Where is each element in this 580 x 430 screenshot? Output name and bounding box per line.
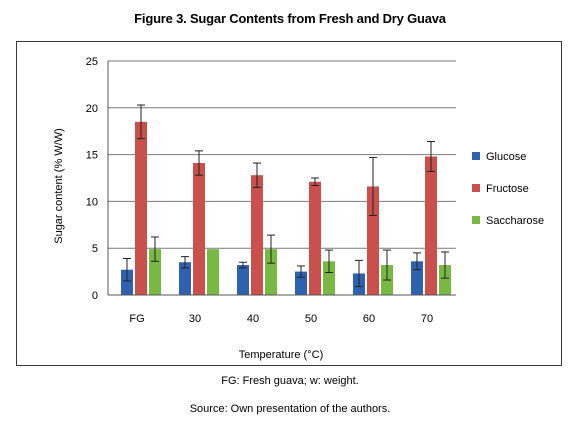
y-tick-label: 10 — [86, 196, 98, 208]
bar-fructose-50 — [309, 181, 321, 295]
y-tick-label: 20 — [86, 103, 98, 115]
bar-glucose-40 — [237, 265, 249, 295]
x-axis-title: Temperature (°C) — [239, 349, 323, 361]
y-tick-label: 25 — [86, 56, 98, 68]
saccharose-legend-swatch — [472, 216, 480, 224]
glucose-legend-swatch — [472, 152, 480, 160]
fructose-legend-swatch — [472, 184, 480, 192]
figure-title: Figure 3. Sugar Contents from Fresh and … — [134, 11, 446, 26]
bar-saccharose-70 — [439, 265, 451, 295]
x-tick-label: 30 — [189, 313, 201, 325]
legend: Glucose Fructose Saccharose — [472, 151, 544, 227]
bar-fructose-60 — [367, 186, 379, 295]
bar-fructose-70 — [425, 156, 437, 295]
bar-saccharose-40 — [265, 249, 277, 295]
fructose-legend-label: Fructose — [486, 183, 529, 195]
chart-frame: 0 5 10 15 20 25 FG 30 40 50 60 70 Glucose Fructose Sa… — [16, 41, 562, 366]
y-tick-label: 5 — [92, 243, 98, 255]
axis-layer: 0 5 10 15 20 25 FG 30 40 50 60 70 — [86, 56, 456, 325]
error-bar-layer — [123, 104, 449, 288]
saccharose-legend-label: Saccharose — [486, 215, 544, 227]
x-tick-label: FG — [129, 313, 144, 325]
bar-layer — [121, 121, 451, 295]
y-tick-label: 15 — [86, 150, 98, 162]
sugar-bar-chart: 0 5 10 15 20 25 FG 30 40 50 60 70 Glucose Fructose Sa… — [53, 56, 544, 361]
y-axis-title: Sugar content (% W/W) — [53, 128, 65, 244]
bar-saccharose-fg — [149, 249, 161, 295]
bar-glucose-30 — [179, 262, 191, 295]
y-tick-label: 0 — [92, 290, 98, 302]
x-tick-label: 70 — [421, 313, 433, 325]
glucose-legend-label: Glucose — [486, 151, 526, 163]
bar-fructose-fg — [135, 121, 147, 295]
figure-caption: FG: Fresh guava; w: weight. — [221, 375, 359, 387]
x-tick-label: 40 — [247, 313, 259, 325]
bar-fructose-40 — [251, 175, 263, 295]
grid-layer — [108, 60, 456, 249]
x-tick-label: 50 — [305, 313, 317, 325]
bar-fructose-30 — [193, 163, 205, 295]
bar-saccharose-30 — [207, 249, 219, 295]
bar-saccharose-50 — [323, 261, 335, 295]
figure-source: Source: Own presentation of the authors. — [189, 403, 391, 415]
x-tick-label: 60 — [363, 313, 375, 325]
bar-glucose-fg — [121, 269, 133, 295]
